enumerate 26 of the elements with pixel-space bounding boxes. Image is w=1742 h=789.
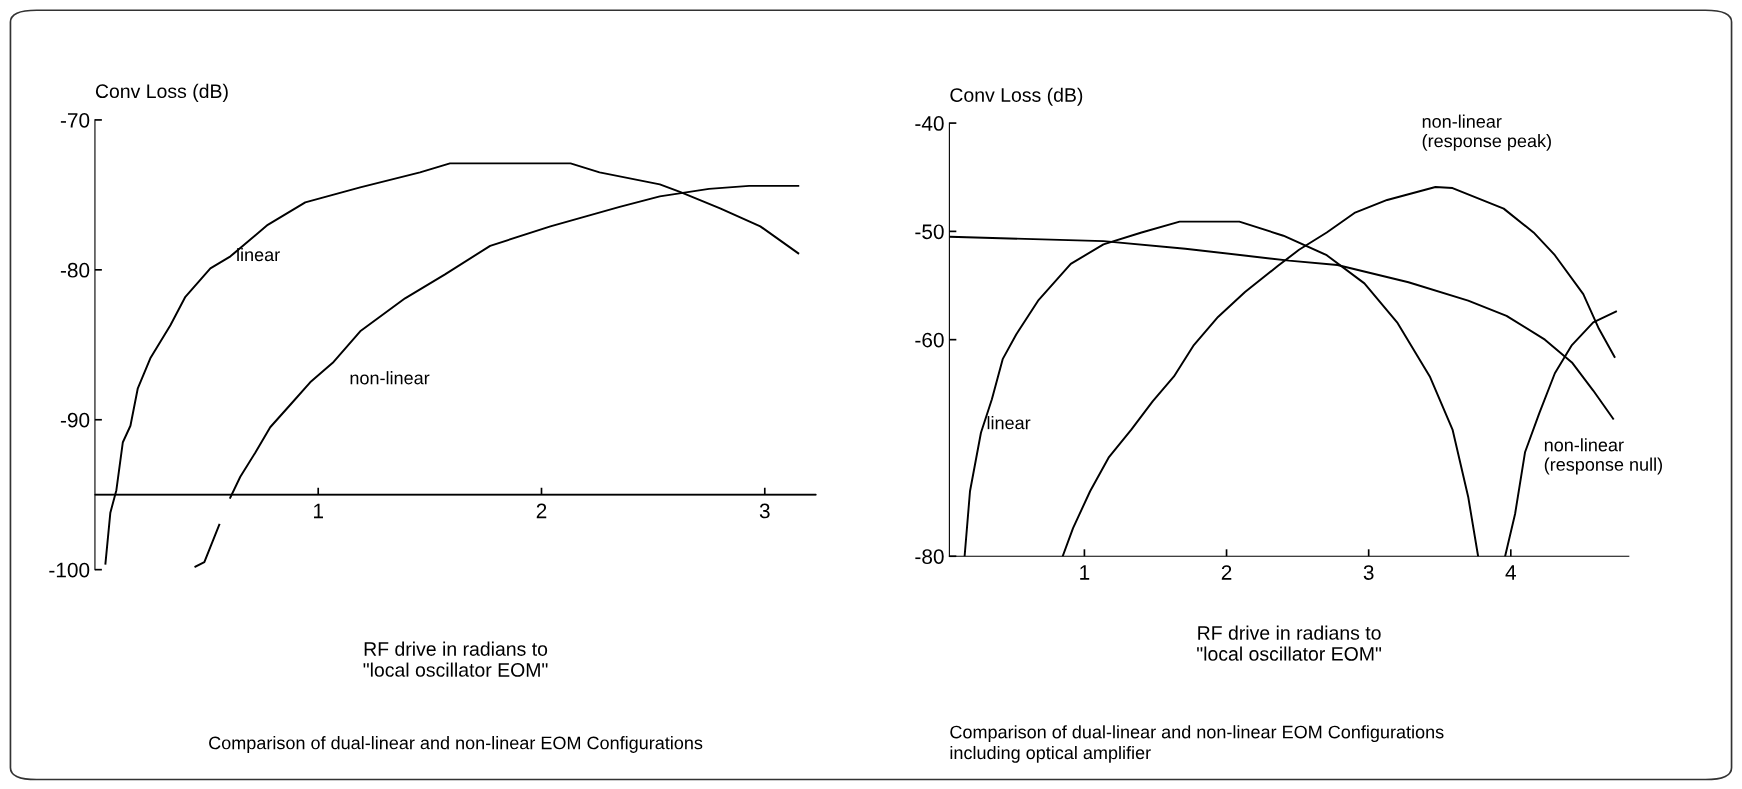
x-tick-label: 3: [1363, 565, 1374, 580]
y-tick-label: -80: [915, 549, 944, 564]
series-label: non-linear: [350, 371, 430, 385]
series-label: linear: [987, 416, 1031, 430]
x-tick-label: 3: [759, 503, 770, 519]
text: non-linear (response null): [1544, 438, 1662, 475]
y-tick-label: -80: [60, 262, 90, 278]
x-tick-label: 2: [536, 503, 547, 519]
y-axis-title: Conv Loss (dB): [95, 83, 228, 102]
x-axis-title: RF drive in radians to "local oscillator EOM": [363, 641, 548, 677]
x-tick-label: 1: [1080, 565, 1090, 580]
y-tick-label: -40: [915, 116, 944, 131]
text: Comparison of dual-linear and non-linear EOM Configurations: [209, 736, 703, 753]
y-tick-label: -70: [60, 112, 90, 128]
y-tick-label: -60: [915, 332, 944, 348]
y-axis-title: Conv Loss (dB): [950, 87, 1083, 106]
series-label: linear: [237, 247, 280, 262]
text: Comparison of dual-linear and non-linear EOM Configurations including optical amplifier: [950, 725, 1444, 763]
x-tick-label: 2: [1221, 565, 1232, 580]
y-tick-label: -90: [60, 412, 90, 428]
y-tick-label: -100: [49, 562, 90, 578]
x-axis-title: RF drive in radians to "local oscillator EOM": [1197, 625, 1382, 661]
x-tick-label: 1: [314, 503, 323, 519]
x-tick-label: 4: [1505, 565, 1516, 580]
y-tick-label: -50: [915, 224, 944, 240]
text: non-linear (response peak): [1422, 114, 1551, 151]
